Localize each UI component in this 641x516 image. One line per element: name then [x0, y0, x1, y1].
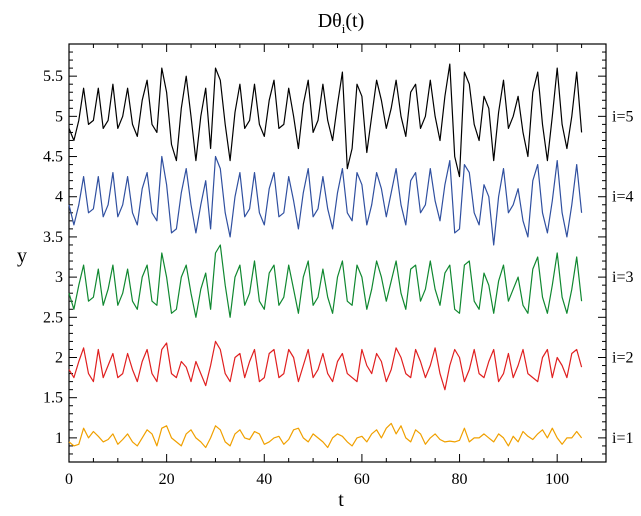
x-tick-label: 60	[354, 471, 370, 488]
series-line-i4	[68, 155, 583, 246]
series-annotation: i=3	[612, 269, 633, 286]
series-group	[68, 63, 583, 449]
series-annotation: i=5	[612, 108, 633, 125]
x-tick-label: 100	[545, 471, 569, 488]
chart-title-subscript: i	[342, 21, 346, 36]
series-line-i3	[68, 244, 583, 318]
y-tick-label: 5.5	[43, 68, 63, 85]
y-tick-label: 3	[55, 269, 63, 286]
chart-title: Dθi(t)	[318, 10, 365, 36]
y-tick-label: 2.5	[43, 309, 63, 326]
x-tick-label: 80	[452, 471, 468, 488]
series-line-i1	[68, 422, 583, 449]
axis-ticks	[68, 44, 607, 462]
y-tick-label: 5	[55, 108, 63, 125]
y-tick-label: 4.5	[43, 149, 63, 166]
x-axis-label: t	[338, 489, 344, 511]
series-annotation: i=1	[612, 430, 633, 447]
x-tick-label: 40	[256, 471, 272, 488]
series-annotation: i=2	[612, 350, 633, 367]
x-tick-label: 20	[159, 471, 175, 488]
y-tick-label: 4	[55, 189, 63, 206]
y-tick-label: 1	[55, 430, 63, 447]
y-tick-label: 1.5	[43, 390, 63, 407]
series-line-i5	[68, 63, 583, 178]
chart-title-tail: (t)	[345, 10, 364, 32]
series-line-i2	[68, 340, 583, 391]
x-tick-label: 0	[65, 471, 73, 488]
axis-tick-labels: 0 20 40 60 80 100 1 1.5 2 2.5 3 3.5 4 4.5 5 5.5	[43, 68, 569, 488]
y-tick-label: 3.5	[43, 229, 63, 246]
series-annotation: i=4	[612, 189, 633, 206]
series-annotations: i=5 i=4 i=3 i=2 i=1	[612, 108, 633, 447]
chart-title-main: Dθ	[318, 10, 342, 32]
y-axis-label: y	[17, 245, 27, 267]
y-tick-label: 2	[55, 350, 63, 367]
